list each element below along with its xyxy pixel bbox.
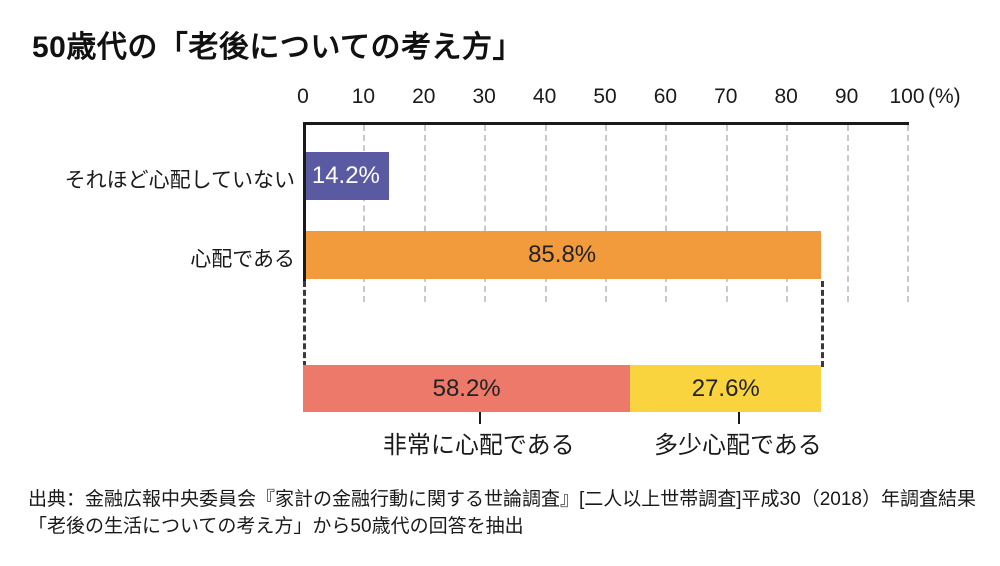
source-line-2: 「老後の生活についての考え方」から50歳代の回答を抽出 bbox=[28, 516, 524, 537]
segment-label-0: 非常に心配である bbox=[382, 432, 575, 459]
gridline-90 bbox=[846, 125, 849, 302]
x-axis-tick-10: 10 bbox=[351, 85, 376, 108]
gridline-70 bbox=[725, 125, 728, 302]
breakdown-bar: 58.2% 27.6% bbox=[303, 365, 822, 412]
bar-value-worried: 85.8% bbox=[528, 241, 597, 268]
segment-pointer-1 bbox=[737, 412, 740, 424]
x-axis-tick-30: 30 bbox=[472, 85, 496, 108]
x-axis-tick-0: 0 bbox=[297, 85, 309, 108]
gridline-60 bbox=[665, 125, 668, 302]
x-axis-tick-70: 70 bbox=[714, 85, 738, 108]
breakdown-segment-1: 27.6% bbox=[630, 365, 822, 412]
x-axis-tick-60: 60 bbox=[653, 85, 678, 108]
chart-title: 50歳代の「老後についての考え方」 bbox=[32, 31, 523, 64]
x-axis-unit-label: (%) bbox=[928, 85, 961, 108]
breakdown-connector-left bbox=[303, 281, 306, 367]
segment-label-1: 多少心配である bbox=[653, 432, 822, 459]
gridline-80 bbox=[786, 125, 789, 302]
bar-not-worried: 14.2% bbox=[303, 152, 389, 200]
bar-worried: 85.8% bbox=[303, 231, 822, 279]
x-axis-line bbox=[303, 122, 909, 125]
gridline-10 bbox=[363, 125, 366, 302]
x-axis-tick-100: 100 bbox=[889, 85, 925, 108]
gridline-100 bbox=[907, 125, 909, 302]
y-axis-line bbox=[303, 122, 306, 281]
category-label-not-worried: それほど心配していない bbox=[64, 169, 295, 192]
segment-value-0: 58.2% bbox=[432, 374, 501, 402]
plot-area: 0 10 20 30 40 50 60 70 80 90 100 (%) 14.2% 85.8% 5… bbox=[297, 85, 961, 460]
x-axis-tick-90: 90 bbox=[834, 85, 859, 108]
segment-pointer-0 bbox=[478, 412, 481, 424]
category-label-worried: 心配である bbox=[190, 248, 295, 271]
gridline-50 bbox=[605, 125, 607, 302]
x-axis-tick-40: 40 bbox=[532, 85, 557, 108]
x-axis-tick-80: 80 bbox=[774, 85, 798, 108]
breakdown-connector-right bbox=[821, 281, 825, 367]
segment-value-1: 27.6% bbox=[691, 374, 760, 402]
gridline-40 bbox=[544, 125, 547, 302]
source-line-1: 出典：金融広報中央委員会『家計の金融行動に関する世論調査』[二人以上世帯調査]平… bbox=[28, 489, 976, 510]
gridline-30 bbox=[484, 125, 487, 302]
breakdown-segment-0: 58.2% bbox=[303, 365, 631, 412]
x-axis-tick-20: 20 bbox=[412, 85, 436, 108]
gridline-20 bbox=[423, 125, 426, 302]
x-axis-tick-50: 50 bbox=[593, 85, 617, 108]
bar-value-not-worried: 14.2% bbox=[311, 162, 380, 189]
source-note: 出典：金融広報中央委員会『家計の金融行動に関する世論調査』[二人以上世帯調査]平… bbox=[28, 486, 976, 540]
